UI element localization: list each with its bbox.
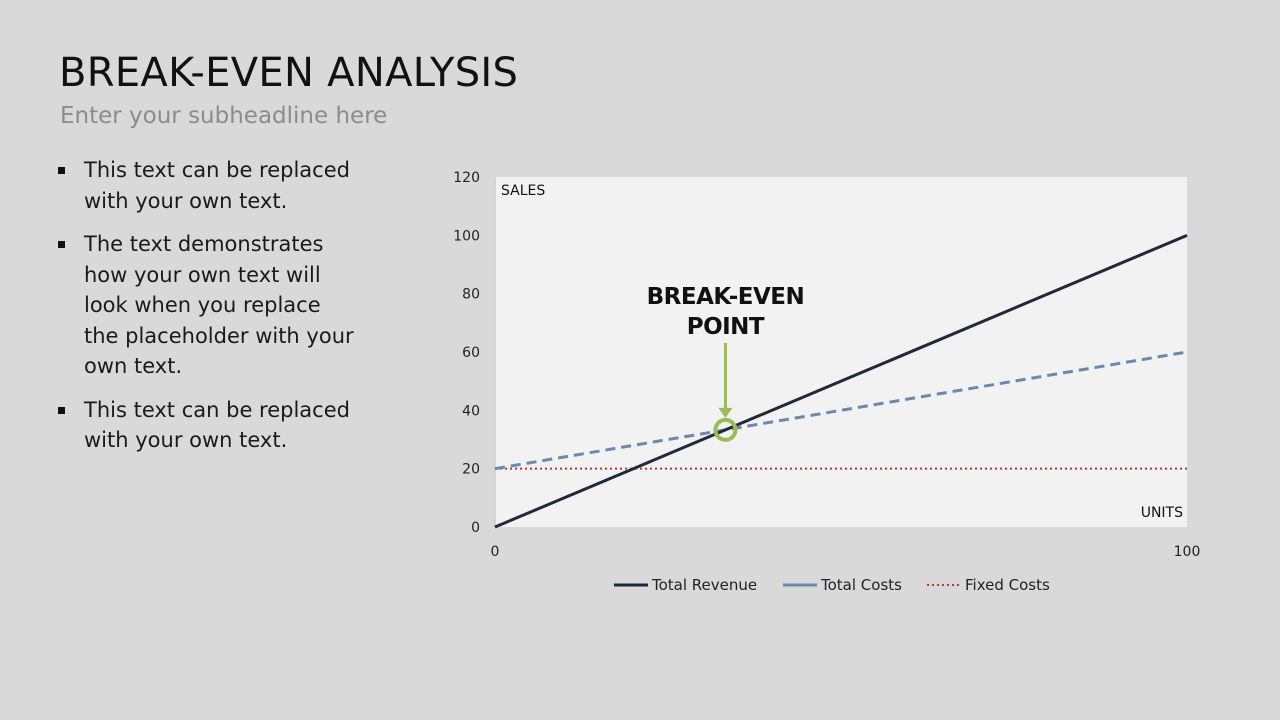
y-tick-label: 80 <box>462 287 480 303</box>
bullet-list: This text can be replaced with your own … <box>56 155 356 469</box>
bullet-item: This text can be replaced with your own … <box>56 155 356 216</box>
plot-area <box>495 177 1187 527</box>
bullet-square-icon <box>58 167 65 174</box>
y-tick-label: 20 <box>462 462 480 478</box>
x-axis-ticks: 0 100 <box>491 544 1201 560</box>
y-tick-label: 40 <box>462 403 480 419</box>
bullet-item: The text demonstrates how your own text … <box>56 229 356 382</box>
y-axis-ticks: 0 20 40 60 80 100 120 <box>453 170 480 536</box>
slide-title: BREAK-EVEN ANALYSIS <box>59 50 519 96</box>
x-tick-label: 0 <box>491 544 500 560</box>
legend-label: Total Costs <box>820 576 902 594</box>
series-line-total-costs <box>494 350 1188 471</box>
break-even-label: BREAK-EVEN <box>647 284 805 310</box>
bullet-text: This text can be replaced with your own … <box>84 158 350 213</box>
y-tick-label: 60 <box>462 345 480 361</box>
y-tick-label: 100 <box>453 228 480 244</box>
break-even-marker <box>713 417 738 442</box>
x-tick-label: 100 <box>1174 544 1201 560</box>
bullet-text: This text can be replaced with your own … <box>84 397 350 453</box>
series-layer <box>494 233 1188 529</box>
break-even-arrow-head-icon <box>718 407 733 418</box>
chart-legend: Total Revenue Total Costs Fixed Costs <box>614 576 1050 594</box>
bullet-square-icon <box>58 406 65 414</box>
y-axis-label: SALES <box>501 183 545 199</box>
legend-label: Fixed Costs <box>965 576 1050 594</box>
bullet-square-icon <box>58 241 65 248</box>
x-axis-label: UNITS <box>1141 505 1183 521</box>
y-tick-label: 0 <box>471 520 480 536</box>
bullet-item: This text can be replaced with your own … <box>56 395 356 456</box>
legend-label: Total Revenue <box>651 576 757 594</box>
y-tick-label: 120 <box>453 170 480 186</box>
series-line-total-revenue <box>494 233 1188 529</box>
break-even-annotation: BREAK-EVEN POINT <box>647 284 805 442</box>
slide-subtitle: Enter your subheadline here <box>60 103 388 129</box>
bullet-text: The text demonstrates how your own text … <box>84 232 354 378</box>
break-even-label: POINT <box>687 314 765 340</box>
